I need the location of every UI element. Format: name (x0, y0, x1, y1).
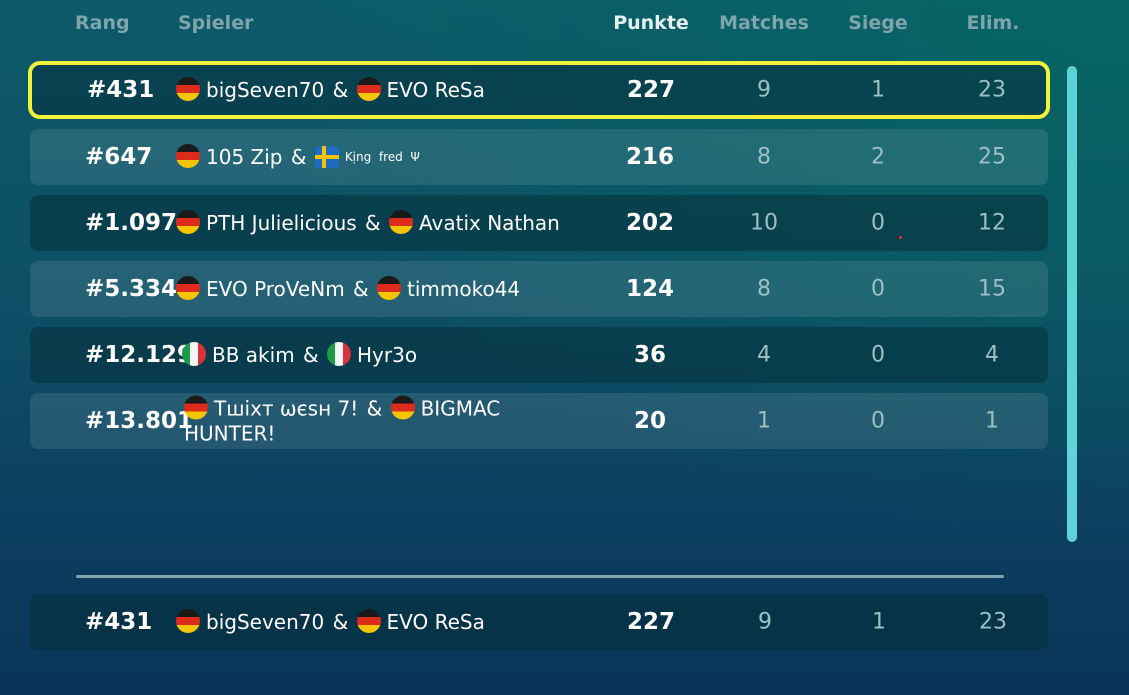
elims-value: 23 (978, 77, 1006, 103)
leaderboard-row[interactable]: #1.097 PTH Julielicious & Avatix Nathan … (30, 195, 1048, 251)
red-dot-marker (899, 236, 902, 239)
rank-value: #13.801 (85, 408, 194, 434)
column-header-matches[interactable]: Matches (719, 12, 809, 34)
player-name: Kịng ‍ fred ‍ Ψ (344, 150, 420, 164)
ampersand: & (332, 610, 349, 634)
ampersand: & (353, 277, 369, 301)
player-name: BIGMAC HUNTER! (184, 396, 501, 446)
italy-flag-icon (182, 342, 206, 366)
player-name: 105 Zip (206, 145, 283, 169)
player-name: Тшіхт ωєѕн 7! (214, 396, 359, 421)
rank-value: #1.097 (85, 210, 178, 236)
matches-value: 10 (750, 210, 778, 236)
points-value: 202 (625, 210, 675, 236)
wins-value: 0 (871, 210, 885, 236)
leaderboard-row[interactable]: #647 105 Zip & Kịng ‍ fred ‍ Ψ 216 8 2 2… (30, 129, 1048, 185)
ampersand: & (290, 145, 307, 169)
team-players: Тшіхт ωєѕн 7! & BIGMAC HUNTER! (184, 395, 584, 447)
germany-flag-icon (356, 609, 381, 633)
team-players: bigSeven70 & EVO ReSa (176, 609, 576, 635)
scrollbar[interactable] (1067, 66, 1077, 542)
points-value: 124 (625, 276, 675, 302)
germany-flag-icon (184, 395, 208, 420)
italy-flag-icon (327, 342, 352, 366)
wins-value: 0 (871, 276, 885, 302)
player-name: EVO ReSa (386, 610, 485, 634)
wins-value: 0 (871, 408, 885, 434)
germany-flag-icon (176, 609, 200, 633)
leaderboard-row[interactable]: #12.129 BB akim & Hyr3o 36 4 0 4 (30, 327, 1048, 383)
points-value: 20 (633, 408, 667, 434)
column-header-wins[interactable]: Siege (848, 12, 908, 34)
player-name: EVO ProVeNm (206, 277, 345, 301)
matches-value: 8 (757, 144, 771, 170)
germany-flag-icon (356, 77, 381, 101)
points-value: 227 (626, 77, 676, 103)
player-name: EVO ReSa (386, 78, 485, 102)
germany-flag-icon (176, 210, 200, 234)
rank-value: #5.334 (85, 276, 178, 302)
leaderboard-header: Rang Spieler Punkte Matches Siege Elim. (0, 0, 1129, 52)
wins-value: 1 (872, 609, 886, 635)
matches-value: 8 (757, 276, 771, 302)
germany-flag-icon (377, 276, 401, 300)
wins-value: 0 (871, 342, 885, 368)
player-name: bigSeven70 (206, 78, 325, 102)
player-name: bigSeven70 (206, 610, 325, 634)
rank-value: #431 (85, 609, 153, 635)
elims-value: 25 (978, 144, 1006, 170)
player-name: Avatix Nathan (419, 211, 560, 235)
team-players: BB akim & Hyr3o (182, 342, 582, 368)
germany-flag-icon (176, 144, 200, 168)
team-players: 105 Zip & Kịng ‍ fred ‍ Ψ (176, 144, 576, 170)
germany-flag-icon (176, 77, 200, 101)
player-name: Hyr3o (357, 343, 418, 367)
elims-value: 1 (985, 408, 999, 434)
my-team-row[interactable]: #431 bigSeven70 & EVO ReSa 227 9 1 23 (30, 594, 1048, 650)
rank-value: #431 (87, 77, 155, 103)
ampersand: & (332, 78, 349, 102)
column-header-points[interactable]: Punkte (613, 12, 689, 34)
wins-value: 1 (871, 77, 885, 103)
divider (76, 575, 1004, 578)
team-players: EVO ProVeNm & timmoko44 (176, 276, 576, 302)
elims-value: 4 (985, 342, 999, 368)
matches-value: 9 (757, 77, 771, 103)
points-value: 216 (625, 144, 675, 170)
matches-value: 9 (758, 609, 772, 635)
matches-value: 4 (757, 342, 771, 368)
rank-value: #12.129 (85, 342, 194, 368)
leaderboard-row-highlighted[interactable]: #431 bigSeven70 & EVO ReSa 227 9 1 23 (28, 61, 1050, 119)
team-players: bigSeven70 & EVO ReSa (176, 77, 576, 103)
ampersand: & (366, 396, 383, 421)
germany-flag-icon (176, 276, 200, 300)
elims-value: 15 (978, 276, 1006, 302)
wins-value: 2 (871, 144, 885, 170)
player-name: BB akim (212, 343, 295, 367)
column-header-elims[interactable]: Elim. (966, 12, 1020, 34)
column-header-rank[interactable]: Rang (75, 12, 130, 34)
matches-value: 1 (757, 408, 771, 434)
leaderboard-row[interactable]: #13.801 Тшіхт ωєѕн 7! & BIGMAC HUNTER! 2… (30, 393, 1048, 449)
elims-value: 23 (979, 609, 1007, 635)
germany-flag-icon (389, 210, 413, 234)
player-name: PTH Julielicious (206, 211, 357, 235)
germany-flag-icon (390, 395, 415, 420)
rank-value: #647 (85, 144, 153, 170)
leaderboard-row[interactable]: #5.334 EVO ProVeNm & timmoko44 124 8 0 1… (30, 261, 1048, 317)
ampersand: & (303, 343, 319, 367)
sweden-flag-icon (314, 146, 339, 168)
ampersand: & (365, 211, 381, 235)
points-value: 36 (633, 342, 667, 368)
elims-value: 12 (978, 210, 1006, 236)
team-players: PTH Julielicious & Avatix Nathan (176, 210, 576, 236)
column-header-player[interactable]: Spieler (178, 12, 254, 34)
points-value: 227 (626, 609, 676, 635)
player-name: timmoko44 (407, 277, 521, 301)
